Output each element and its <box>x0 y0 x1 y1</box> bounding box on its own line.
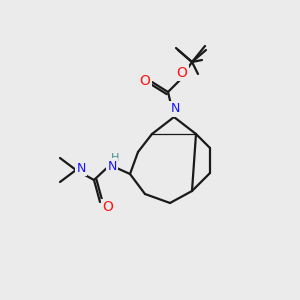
Text: N: N <box>76 161 86 175</box>
Text: O: O <box>140 74 150 88</box>
Text: N: N <box>170 103 180 116</box>
Text: N: N <box>107 160 117 172</box>
Text: O: O <box>103 200 113 214</box>
Text: H: H <box>111 153 119 163</box>
Text: O: O <box>177 66 188 80</box>
